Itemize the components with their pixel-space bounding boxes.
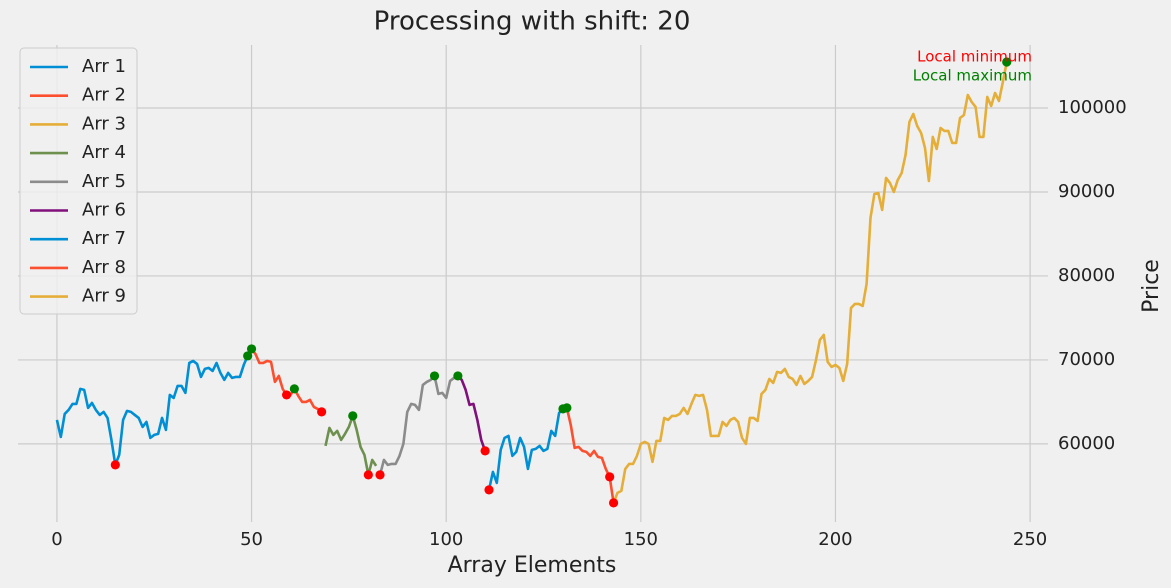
legend-box	[19, 47, 138, 315]
extremum-marker	[375, 470, 385, 480]
extremum-marker	[110, 460, 120, 470]
y-tick-label: 100000	[1058, 97, 1127, 118]
extremum-marker	[1002, 57, 1012, 67]
series-line	[612, 61, 1009, 504]
x-tick-label: 50	[240, 529, 263, 550]
grid	[18, 45, 1048, 522]
extremum-marker	[562, 403, 572, 413]
x-tick-label: 150	[624, 529, 658, 550]
legend-label: Arr 7	[82, 228, 126, 249]
extremum-marker	[243, 351, 253, 361]
x-tick-label: 200	[818, 529, 852, 550]
x-tick-label: 250	[1013, 529, 1047, 550]
chart-title: Processing with shift: 20	[374, 7, 691, 37]
extremum-marker	[363, 470, 373, 480]
legend-label: Arr 6	[82, 200, 126, 221]
extremum-marker	[348, 411, 358, 421]
legend-label: Arr 3	[82, 113, 126, 134]
extremum-marker	[429, 371, 440, 381]
y-tick-label: 60000	[1058, 433, 1115, 454]
extremum-marker	[246, 344, 257, 354]
x-tick-label: 100	[429, 529, 463, 550]
annotation: Local minimum	[917, 48, 1032, 66]
legend: Arr 1 Arr 2 Arr 3 Arr 4 Arr 5 Arr 6 Arr 7 Arr 8…	[19, 47, 138, 315]
series-line	[456, 375, 487, 452]
legend-label: Arr 5	[82, 171, 126, 192]
y-tick-label: 80000	[1058, 265, 1115, 286]
legend-label: Arr 2	[82, 85, 126, 106]
extremum-marker	[281, 390, 292, 400]
legend-label: Arr 4	[82, 142, 126, 163]
y-tick-label: 90000	[1058, 181, 1115, 202]
extremum-marker	[605, 472, 615, 482]
series-line	[55, 348, 253, 467]
legend-label: Arr 8	[82, 257, 126, 278]
y-axis-label: Price	[1139, 259, 1164, 313]
extremum-marker	[453, 371, 463, 381]
extremum-marker	[480, 446, 490, 456]
plot-area	[55, 57, 1012, 508]
annotation: Local maximum	[913, 67, 1032, 85]
legend-label: Arr 1	[82, 56, 126, 77]
y-tick-label: 70000	[1058, 349, 1115, 370]
extremum-marker	[608, 498, 619, 508]
legend-label: Arr 9	[82, 286, 126, 307]
extremum-marker	[484, 485, 494, 495]
x-tick-label: 0	[51, 529, 62, 550]
series-line	[378, 374, 459, 476]
extremum-marker	[289, 384, 299, 394]
series-line	[565, 407, 615, 504]
extremum-marker	[317, 407, 327, 417]
x-axis-label: Array Elements	[448, 553, 617, 578]
series-line	[487, 406, 568, 491]
